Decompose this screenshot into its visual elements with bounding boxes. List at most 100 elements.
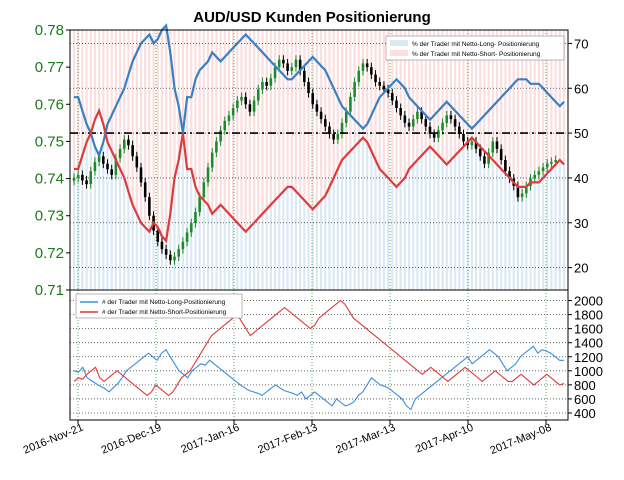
candle-body — [378, 82, 382, 86]
candle — [185, 227, 189, 247]
bottom-tick-label: 1800 — [574, 308, 603, 323]
candle-body — [223, 121, 227, 131]
candle-body — [545, 163, 549, 168]
right-tick-label: 70 — [574, 36, 588, 51]
candle-body — [361, 63, 365, 71]
bottom-count-lines — [73, 299, 565, 411]
candle — [449, 110, 453, 124]
candle — [148, 192, 151, 221]
candle-body — [164, 249, 168, 255]
candle-body — [206, 167, 210, 183]
x-tick-label: 2017-May-08 — [489, 422, 554, 457]
x-tick-label: 2017-Feb-13 — [256, 422, 319, 457]
candle — [261, 77, 264, 94]
candle-body — [298, 59, 302, 71]
top-legend: % der Trader mit Netto-Long- Positionier… — [385, 35, 565, 61]
candle — [370, 62, 373, 80]
candle — [194, 207, 197, 228]
candle-body — [462, 134, 465, 142]
candle — [457, 122, 461, 139]
top-position-lines — [74, 23, 565, 244]
candle-body — [143, 182, 147, 198]
legend-short-swatch — [390, 50, 408, 56]
legend-long-count-label: # der Trader mit Netto-Long-Positionieru… — [102, 299, 226, 306]
candle — [81, 170, 84, 185]
candle-body — [399, 108, 402, 116]
candle — [248, 99, 252, 117]
candle-body — [248, 104, 252, 112]
candle — [206, 162, 210, 187]
candle-body — [303, 70, 306, 82]
bottom-tick-label: 1600 — [574, 322, 603, 337]
candle — [189, 218, 193, 237]
candle-body — [286, 63, 289, 71]
candle — [160, 237, 164, 254]
candle — [378, 77, 382, 91]
bottom-tick-label: 1400 — [574, 336, 603, 351]
candle-body — [189, 223, 193, 233]
x-tick-label: 2017-Apr-10 — [414, 422, 475, 456]
candle — [353, 77, 356, 102]
candle-body — [340, 122, 344, 134]
left-tick-label: 0.71 — [35, 282, 64, 299]
candle-body — [135, 156, 139, 168]
candle — [508, 166, 511, 184]
candle-body — [219, 130, 222, 142]
candle-body — [127, 139, 130, 146]
candle-body — [181, 241, 185, 250]
candle-body — [453, 119, 457, 127]
left-tick-label: 0.73 — [35, 208, 64, 225]
candle — [202, 177, 206, 202]
candle — [428, 122, 432, 139]
right-tick-label: 40 — [574, 171, 588, 186]
candle — [407, 118, 411, 132]
candle-body — [227, 115, 231, 121]
candle-body — [240, 96, 243, 101]
candle-body — [236, 100, 239, 108]
candle-body — [487, 152, 490, 164]
candle — [282, 55, 285, 68]
candle — [487, 148, 490, 169]
candle-body — [265, 82, 268, 86]
candle-body — [474, 141, 478, 149]
candle-body — [194, 212, 197, 224]
candle — [139, 162, 143, 187]
candle-body — [437, 130, 440, 138]
candle — [491, 136, 495, 158]
bottom-panel-frame — [69, 289, 569, 421]
right-tick-label: 60 — [574, 81, 588, 96]
candle-body — [319, 111, 323, 120]
bottom-tick-label: 1000 — [574, 364, 603, 379]
candle-body — [76, 174, 80, 178]
candle — [365, 58, 369, 72]
legend-long-label: % der Trader mit Netto-Long- Positionier… — [412, 41, 540, 48]
candle — [72, 173, 76, 186]
candle-body — [169, 254, 172, 261]
candle — [106, 159, 109, 174]
short-count-line — [73, 299, 565, 397]
candle — [541, 162, 545, 176]
right-axis-ticks: 20 30 40 50 60 70 — [568, 36, 588, 276]
candle-body — [244, 96, 248, 105]
candle — [122, 135, 126, 154]
candle-body — [323, 119, 327, 127]
candle-body — [210, 152, 214, 168]
candle-body — [374, 74, 377, 82]
right-tick-label: 30 — [574, 216, 588, 231]
candle — [315, 99, 319, 117]
candle — [227, 110, 231, 126]
candle-body — [449, 115, 453, 120]
candle-body — [269, 78, 273, 86]
candle — [143, 177, 147, 202]
candle — [110, 164, 113, 180]
candle-body — [365, 63, 369, 68]
candle — [118, 144, 122, 163]
candle-body — [344, 111, 348, 123]
candle — [173, 252, 176, 265]
candle — [319, 107, 323, 124]
candle — [219, 125, 222, 146]
bottom-tick-label: 600 — [574, 392, 596, 407]
candle-body — [432, 134, 436, 138]
candle — [181, 237, 185, 254]
candle — [374, 70, 377, 87]
